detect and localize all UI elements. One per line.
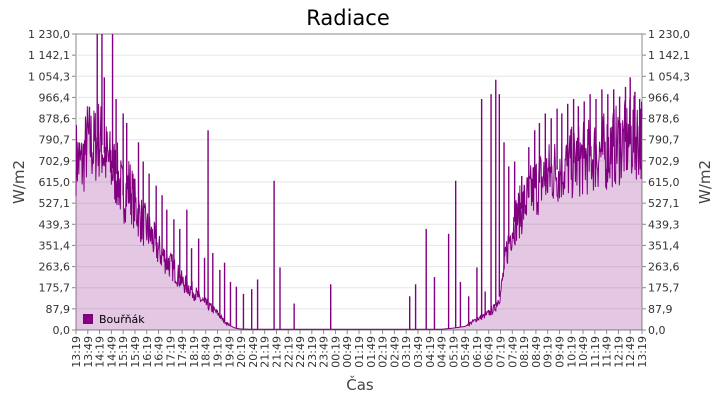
y-tick-label-right: 1 054,3 (648, 70, 690, 83)
x-tick-label: 01:19 (353, 336, 366, 368)
x-axis: 13:1913:4914:1914:4915:1915:4916:1916:49… (70, 330, 649, 368)
x-tick-label: 22:49 (294, 336, 307, 368)
y-tick-label-left: 175,7 (39, 282, 71, 295)
y-axis-right: 0,0 87,9 175,7 263,6 351,4 439,3 527,1 615,0 702… (642, 28, 690, 337)
x-tick-label: 15:19 (117, 336, 130, 368)
x-tick-label: 16:49 (153, 336, 166, 368)
x-tick-label: 23:19 (306, 336, 319, 368)
x-tick-label: 13:19 (70, 336, 83, 368)
series-area (76, 95, 642, 330)
x-tick-label: 19:19 (212, 336, 225, 368)
x-tick-label: 15:49 (129, 336, 142, 368)
x-tick-label: 01:49 (365, 336, 378, 368)
x-tick-label: 20:19 (235, 336, 248, 368)
x-tick-label: 16:19 (141, 336, 154, 368)
x-tick-label: 18:49 (200, 336, 213, 368)
legend-swatch (83, 314, 93, 324)
y-tick-label-right: 702,9 (648, 155, 680, 168)
x-tick-label: 08:49 (530, 336, 543, 368)
x-tick-label: 08:19 (518, 336, 531, 368)
x-tick-label: 07:49 (506, 336, 519, 368)
x-tick-label: 05:19 (447, 336, 460, 368)
x-tick-label: 10:19 (565, 336, 578, 368)
x-tick-label: 14:49 (105, 336, 118, 368)
x-tick-label: 02:49 (388, 336, 401, 368)
legend-label: Bouřňák (99, 313, 145, 326)
y-tick-label-right: 527,1 (648, 197, 680, 210)
x-tick-label: 13:49 (82, 336, 95, 368)
y-tick-label-left: 966,4 (39, 91, 71, 104)
y-tick-label-right: 1 230,0 (648, 28, 690, 41)
x-tick-label: 19:49 (223, 336, 236, 368)
y-tick-label-left: 615,0 (39, 176, 71, 189)
y-axis-label-right: W/m2 (696, 160, 714, 204)
y-tick-label-left: 87,9 (46, 303, 71, 316)
x-tick-label: 07:19 (495, 336, 508, 368)
x-tick-label: 17:19 (164, 336, 177, 368)
chart-title: Radiace (306, 6, 390, 30)
y-tick-label-right: 87,9 (648, 303, 673, 316)
y-tick-label-left: 1 054,3 (28, 70, 70, 83)
x-tick-label: 06:19 (471, 336, 484, 368)
x-tick-label: 11:49 (601, 336, 614, 368)
y-tick-label-left: 1 230,0 (28, 28, 70, 41)
x-tick-label: 14:19 (94, 336, 107, 368)
x-tick-label: 10:49 (577, 336, 590, 368)
x-tick-label: 20:49 (247, 336, 260, 368)
y-tick-label-right: 175,7 (648, 282, 680, 295)
x-tick-label: 23:49 (318, 336, 331, 368)
x-tick-label: 02:19 (377, 336, 390, 368)
y-axis-left: 0,0 87,9 175,7 263,6 351,4 439,3 527,1 615,0 702… (28, 28, 76, 337)
x-tick-label: 04:49 (436, 336, 449, 368)
x-tick-label: 06:49 (483, 336, 496, 368)
legend: Bouřňák (83, 313, 145, 326)
y-tick-label-right: 966,4 (648, 91, 680, 104)
x-tick-label: 12:19 (612, 336, 625, 368)
x-tick-label: 09:49 (553, 336, 566, 368)
y-tick-label-left: 527,1 (39, 197, 71, 210)
y-tick-label-right: 790,7 (648, 134, 680, 147)
y-tick-label-right: 351,4 (648, 239, 680, 252)
series-line (75, 95, 643, 330)
y-tick-label-right: 0,0 (648, 324, 666, 337)
x-tick-label: 18:19 (188, 336, 201, 368)
x-tick-label: 13:19 (636, 336, 649, 368)
y-tick-label-left: 263,6 (39, 261, 71, 274)
x-tick-label: 22:19 (282, 336, 295, 368)
x-tick-label: 03:49 (412, 336, 425, 368)
x-tick-label: 00:19 (329, 336, 342, 368)
y-tick-label-right: 263,6 (648, 261, 680, 274)
x-tick-label: 21:49 (270, 336, 283, 368)
y-tick-label-right: 878,6 (648, 113, 680, 126)
y-tick-label-left: 1 142,1 (28, 49, 70, 62)
y-tick-label-left: 439,3 (39, 218, 71, 231)
x-tick-label: 21:19 (259, 336, 272, 368)
y-tick-label-left: 790,7 (39, 134, 71, 147)
x-tick-label: 03:19 (400, 336, 413, 368)
x-tick-label: 12:49 (624, 336, 637, 368)
x-tick-label: 00:49 (341, 336, 354, 368)
y-tick-label-right: 615,0 (648, 176, 680, 189)
y-tick-label-left: 0,0 (53, 324, 71, 337)
x-axis-label: Čas (346, 375, 374, 394)
x-tick-label: 11:19 (589, 336, 602, 368)
y-tick-label-left: 702,9 (39, 155, 71, 168)
y-tick-label-right: 1 142,1 (648, 49, 690, 62)
x-tick-label: 05:49 (459, 336, 472, 368)
y-tick-label-left: 878,6 (39, 113, 71, 126)
y-tick-label-left: 351,4 (39, 239, 71, 252)
x-tick-label: 09:19 (542, 336, 555, 368)
x-tick-label: 04:19 (424, 336, 437, 368)
y-tick-label-right: 439,3 (648, 218, 680, 231)
x-tick-label: 17:49 (176, 336, 189, 368)
series-layer (75, 34, 643, 330)
y-axis-label-left: W/m2 (10, 160, 28, 204)
